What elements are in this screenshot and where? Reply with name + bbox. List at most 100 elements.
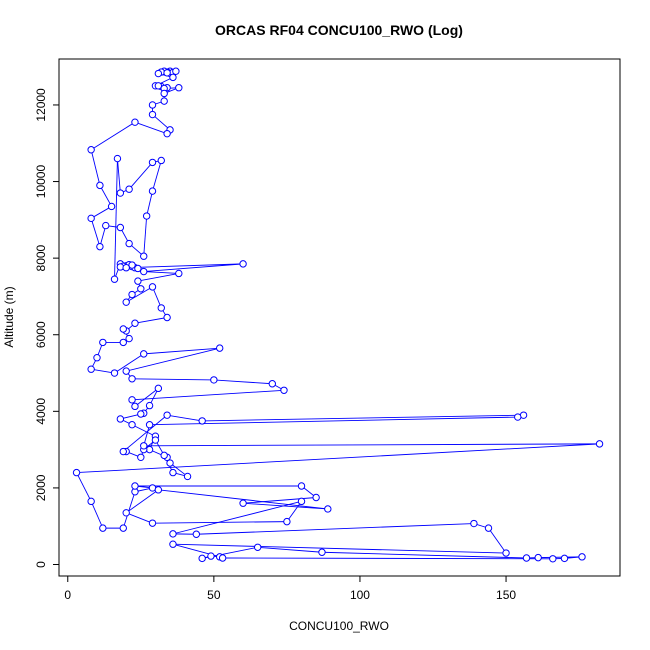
data-point: [514, 413, 522, 421]
series-segment: [222, 557, 553, 560]
series-segment: [172, 543, 507, 554]
series-segment: [76, 472, 92, 502]
series-segment: [257, 546, 323, 553]
data-point: [280, 386, 288, 394]
y-tick-label: 6000: [34, 321, 48, 348]
data-point: [148, 101, 157, 109]
data-point: [268, 380, 276, 388]
data-point: [169, 73, 177, 82]
data-point: [283, 517, 291, 526]
series-segment: [152, 160, 162, 192]
data-point: [239, 260, 247, 268]
data-point: [218, 554, 227, 562]
data-point: [166, 459, 174, 467]
data-point: [99, 338, 107, 347]
series-segment: [125, 489, 159, 514]
data-point: [145, 421, 154, 429]
data-point: [148, 110, 157, 119]
data-point: [470, 519, 478, 528]
data-point: [140, 350, 148, 358]
data-point: [148, 519, 157, 527]
plot-frame: [58, 58, 621, 577]
series-segment: [125, 286, 153, 303]
series-segment: [321, 551, 527, 559]
data-point: [169, 530, 177, 538]
series-segment: [152, 114, 171, 131]
series-segment: [132, 378, 214, 381]
data-point: [122, 367, 130, 375]
data-point: [312, 493, 320, 502]
series-segment: [143, 263, 244, 272]
data-point: [163, 129, 171, 138]
data-point: [122, 264, 130, 272]
data-point: [163, 69, 171, 77]
data-point: [549, 555, 557, 563]
data-point: [131, 482, 139, 490]
data-point: [175, 84, 183, 92]
series-segment: [143, 443, 600, 447]
data-point: [502, 549, 510, 557]
data-point: [216, 344, 224, 352]
data-point: [318, 548, 326, 556]
series-segment: [143, 347, 220, 355]
data-point: [128, 261, 136, 269]
data-point: [110, 369, 119, 377]
series-points: [72, 67, 604, 563]
data-point: [145, 401, 154, 410]
series-segment: [213, 379, 273, 385]
data-point: [113, 154, 122, 163]
series-segment: [76, 443, 600, 474]
series-segment: [137, 273, 179, 282]
data-point: [119, 447, 127, 456]
data-point: [96, 181, 104, 190]
data-point: [169, 468, 177, 477]
data-point: [119, 325, 127, 333]
data-point: [169, 540, 177, 548]
data-point: [116, 415, 125, 423]
data-point: [595, 440, 604, 448]
data-point: [175, 269, 183, 278]
series-segment: [128, 162, 153, 190]
data-point: [128, 396, 136, 404]
data-point: [154, 82, 163, 90]
data-point: [134, 264, 142, 273]
data-point: [122, 509, 130, 517]
data-point: [87, 497, 95, 506]
series-segment: [143, 215, 148, 257]
data-point: [107, 202, 116, 211]
data-point: [151, 436, 160, 444]
data-point: [125, 239, 133, 248]
series-segment: [286, 501, 302, 522]
x-tick-label: 150: [496, 588, 516, 602]
data-point: [148, 158, 157, 167]
y-tick-label: 4000: [34, 398, 48, 425]
series-segment: [99, 185, 112, 207]
data-point: [131, 402, 139, 411]
data-point: [87, 365, 95, 373]
data-point: [154, 384, 163, 393]
data-point: [137, 285, 145, 293]
data-point: [157, 304, 165, 312]
series-segment: [131, 424, 156, 437]
y-tick-label: 12000: [34, 88, 48, 122]
data-point: [148, 283, 157, 291]
data-point: [142, 212, 151, 220]
series-segment: [90, 501, 104, 529]
series-segment: [172, 500, 302, 535]
series-segment: [126, 263, 244, 269]
data-point: [198, 417, 206, 425]
data-point: [560, 554, 569, 563]
y-tick-label: 0: [34, 561, 48, 568]
series-segment: [167, 414, 203, 422]
series-segment: [143, 271, 179, 274]
series-segment: [146, 191, 153, 217]
data-point: [160, 89, 168, 98]
data-point: [297, 497, 306, 506]
series-segment: [196, 523, 474, 535]
series-segment: [90, 149, 101, 186]
data-point: [160, 451, 168, 460]
data-point: [163, 411, 171, 419]
chart-title: ORCAS RF04 CONCU100_RWO (Log): [215, 22, 463, 38]
data-point: [578, 553, 586, 561]
